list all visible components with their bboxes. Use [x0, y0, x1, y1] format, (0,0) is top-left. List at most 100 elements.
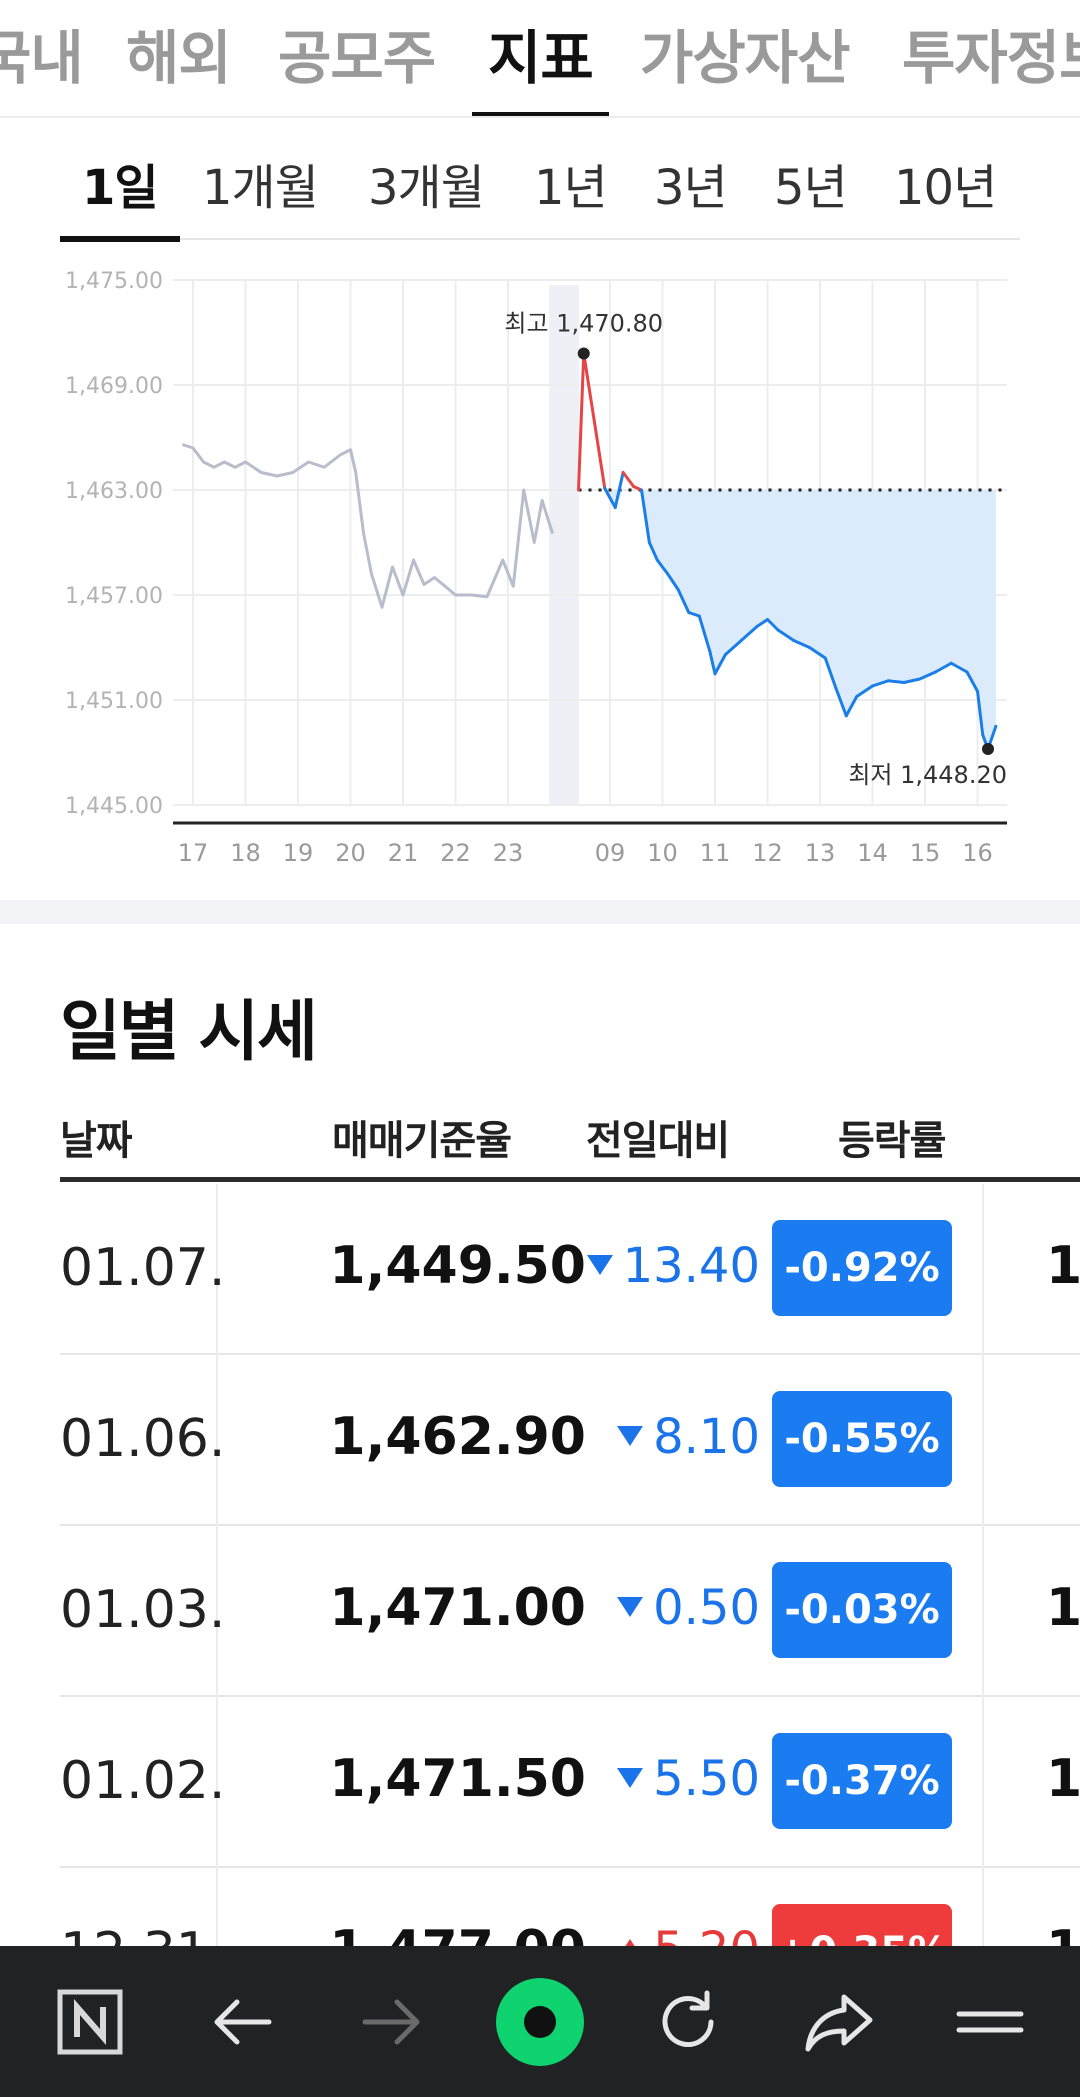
today-line-below — [708, 649, 717, 676]
tab-investment-info[interactable]: 투자정보 — [902, 24, 1080, 92]
row-pct-badge: -0.37% — [772, 1733, 952, 1829]
daily-prices-title: 일별 시세 — [60, 993, 318, 1070]
today-line-below — [640, 488, 651, 544]
browser-bottom-bar — [0, 1946, 1080, 2097]
period-tab-1y[interactable]: 1년 — [534, 160, 608, 216]
low-label: 최저 1,448.20 — [848, 761, 1007, 789]
reload-button[interactable] — [628, 1946, 748, 2097]
row-change: 0.50 — [617, 1580, 760, 1636]
row-rate: 1,449.50 — [329, 1236, 586, 1296]
down-triangle-icon — [617, 1597, 644, 1617]
period-tab-10y[interactable]: 10년 — [894, 160, 997, 216]
row-date: 01.07. — [60, 1238, 226, 1298]
today-line-below — [776, 628, 796, 642]
x-tick-label: 19 — [283, 839, 314, 867]
row-rate: 1,462.90 — [329, 1407, 586, 1467]
exchange-rate-chart[interactable]: 1,475.00 1,469.00 1,463.00 1,457.00 1,451.00… — [0, 250, 1080, 890]
chart-svg: 1,475.00 1,469.00 1,463.00 1,457.00 1,451.00… — [65, 269, 1007, 867]
x-tick-label: 18 — [230, 839, 261, 867]
table-row[interactable]: 01.06. 1,462.90 8.10 -0.55% — [60, 1355, 1080, 1526]
back-arrow-icon — [214, 1999, 272, 2044]
green-dot-button[interactable] — [480, 1946, 600, 2097]
today-line-above — [621, 471, 636, 488]
daily-table-header: 날짜 매매기준율 전일대비 등락률 — [60, 1100, 1080, 1182]
down-triangle-icon — [617, 1426, 644, 1446]
forward-button[interactable] — [332, 1946, 452, 2097]
share-button[interactable] — [780, 1946, 900, 2097]
menu-button[interactable] — [930, 1946, 1050, 2097]
today-line-below — [871, 679, 890, 688]
forward-arrow-icon — [362, 1999, 420, 2044]
x-tick-label: 13 — [805, 839, 836, 867]
row-pct-badge: -0.03% — [772, 1562, 952, 1658]
header-rate: 매매기준율 — [332, 1118, 512, 1164]
tab-ipo[interactable]: 공모주 — [278, 24, 436, 92]
high-point-marker — [577, 347, 590, 360]
y-tick-label: 1,451.00 — [65, 689, 163, 714]
y-tick-label: 1,475.00 — [65, 269, 163, 294]
x-tick-label: 21 — [388, 839, 419, 867]
tab-crypto[interactable]: 가상자산 — [640, 24, 850, 92]
row-extra: 1, — [1046, 1236, 1080, 1296]
column-divider — [216, 1355, 218, 1526]
naver-home-button[interactable] — [30, 1946, 150, 2097]
tab-indicators[interactable]: 지표 — [472, 18, 609, 116]
y-tick-label: 1,457.00 — [65, 584, 163, 609]
today-line-below — [697, 614, 712, 653]
green-dot-icon — [496, 1977, 584, 2066]
naver-n-icon — [57, 1989, 123, 2054]
today-line-below — [808, 646, 827, 660]
tab-overseas[interactable]: 해외 — [126, 24, 232, 92]
table-row[interactable]: 01.02. 1,471.50 5.50 -0.37% 1, — [60, 1697, 1080, 1868]
today-line-above — [577, 352, 586, 492]
column-divider — [216, 1697, 218, 1868]
today-line-below — [855, 684, 874, 698]
period-tab-3y[interactable]: 3년 — [654, 160, 728, 216]
today-line-below — [647, 541, 659, 562]
x-tick-label: 17 — [178, 839, 209, 867]
header-pct: 등락률 — [838, 1118, 946, 1164]
today-line-below — [792, 639, 811, 649]
table-row[interactable]: 01.07. 1,449.50 13.40 -0.92% 1, — [60, 1184, 1080, 1355]
row-change-value: 13.40 — [622, 1238, 760, 1294]
period-tab-5y[interactable]: 5년 — [774, 160, 848, 216]
x-tick-label: 12 — [752, 839, 783, 867]
share-icon — [805, 1994, 873, 2051]
x-tick-label: 22 — [440, 839, 471, 867]
day-separator-band — [549, 285, 579, 805]
today-line-below — [755, 618, 769, 628]
period-tab-1d[interactable]: 1일 — [60, 152, 180, 242]
period-tab-1m[interactable]: 1개월 — [202, 160, 319, 216]
down-triangle-icon — [617, 1768, 644, 1788]
today-line-below — [666, 572, 680, 592]
today-line-below — [902, 677, 922, 684]
row-date: 01.03. — [60, 1580, 226, 1640]
table-row[interactable]: 01.03. 1,471.00 0.50 -0.03% 1, — [60, 1526, 1080, 1697]
reload-icon — [662, 1990, 714, 2047]
today-line-below — [823, 656, 838, 690]
today-line-below — [613, 471, 625, 509]
previous-day-line — [182, 443, 555, 609]
header-change: 전일대비 — [586, 1118, 730, 1164]
down-triangle-icon — [586, 1255, 613, 1275]
row-rate: 1,471.50 — [329, 1749, 586, 1809]
back-button[interactable] — [182, 1946, 302, 2097]
tab-domestic[interactable]: 국내 — [0, 24, 84, 92]
today-line-below — [949, 661, 969, 674]
today-line-below — [934, 661, 953, 674]
row-change: 13.40 — [586, 1238, 760, 1294]
header-date: 날짜 — [60, 1118, 133, 1164]
y-tick-label: 1,445.00 — [65, 794, 163, 819]
x-tick-label: 11 — [700, 839, 731, 867]
column-divider — [982, 1184, 984, 1355]
period-tab-3m[interactable]: 3개월 — [368, 160, 485, 216]
column-divider — [982, 1355, 984, 1526]
x-tick-label: 15 — [910, 839, 941, 867]
today-line-below — [834, 686, 848, 718]
today-line-below — [676, 588, 691, 614]
x-tick-label: 20 — [335, 839, 366, 867]
row-extra: 1, — [1046, 1749, 1080, 1809]
today-line-below — [965, 670, 979, 693]
column-divider — [982, 1526, 984, 1697]
row-change: 5.50 — [617, 1751, 760, 1807]
